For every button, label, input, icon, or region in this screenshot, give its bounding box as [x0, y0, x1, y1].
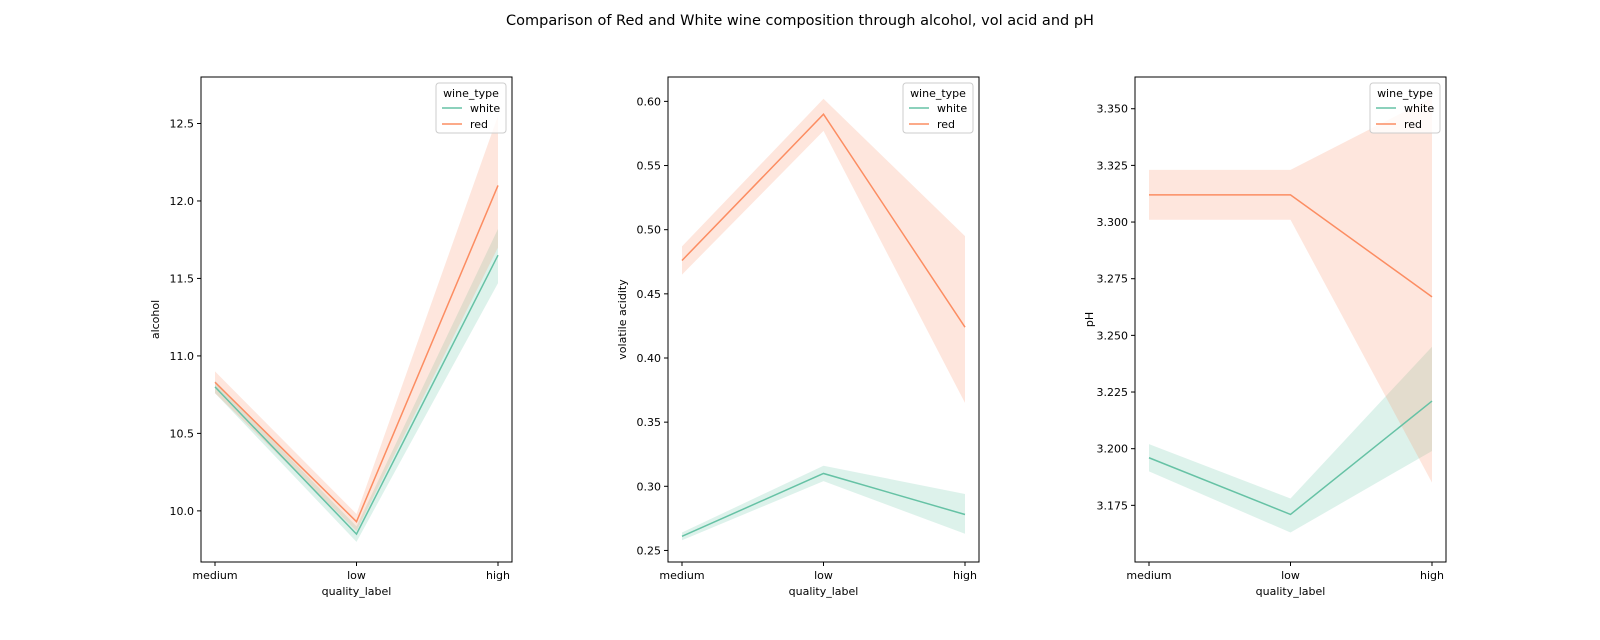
chart-panel-1: medium low high 10.0 10.5 11.0 11.5 12.0 12.5 qua…	[149, 76, 513, 598]
y-tick-label: 0.45	[637, 288, 662, 301]
y-tick-label: 3.250	[1097, 329, 1129, 342]
ci-band-red	[681, 98, 966, 403]
y-tick-label: 0.35	[637, 416, 662, 429]
y-tick-label: 3.300	[1097, 216, 1129, 229]
y-tick-label: 3.175	[1097, 499, 1129, 512]
series-line-white	[681, 472, 966, 538]
legend-title: wine_type	[1377, 87, 1433, 100]
y-tick-label: 0.25	[637, 544, 662, 557]
x-tick-label: high	[953, 569, 977, 582]
legend-entry-white: white	[1404, 102, 1434, 115]
x-axis-label: quality_label	[322, 585, 392, 598]
y-axis-label: pH	[1083, 312, 1096, 327]
x-tick-label: high	[1420, 569, 1444, 582]
chart-panel-3: medium low high 3.175 3.200 3.225 3.250 3.275 3.…	[1083, 76, 1447, 598]
y-axis-label: alcohol	[149, 300, 162, 339]
y-tick-label: 3.275	[1097, 273, 1129, 286]
legend-title: wine_type	[910, 87, 966, 100]
series-line-red	[214, 185, 499, 524]
y-tick-label: 0.60	[637, 95, 662, 108]
plot-area	[1148, 97, 1433, 533]
y-tick-label: 0.40	[637, 352, 662, 365]
y-tick-label: 10.5	[170, 427, 195, 440]
charts-area: medium low high 10.0 10.5 11.0 11.5 12.0 12.5 qua…	[149, 76, 1447, 598]
y-tick-label: 0.50	[637, 224, 662, 237]
x-tick-label: low	[814, 569, 833, 582]
y-axis-label: volatile acidity	[616, 279, 629, 360]
series-line-red	[1148, 194, 1433, 298]
series-line-red	[681, 113, 966, 328]
plot-area	[214, 115, 499, 542]
y-tick-label: 3.325	[1097, 159, 1129, 172]
ci-band-white	[214, 228, 499, 542]
chart-panel-2: medium low high 0.25 0.30 0.35 0.40 0.45 0.50 0.5…	[616, 76, 980, 598]
legend-entry-white: white	[937, 102, 967, 115]
legend-entry-red: red	[1404, 118, 1422, 131]
x-tick-label: high	[486, 569, 510, 582]
y-tick-label: 3.350	[1097, 103, 1129, 116]
figure-title: Comparison of Red and White wine composi…	[506, 13, 1094, 29]
y-tick-label: 3.200	[1097, 443, 1129, 456]
legend-title: wine_type	[443, 87, 499, 100]
legend-entry-red: red	[937, 118, 955, 131]
y-tick-label: 3.225	[1097, 386, 1129, 399]
y-tick-label: 12.0	[170, 195, 195, 208]
x-tick-label: low	[347, 569, 366, 582]
y-tick-label: 0.30	[637, 480, 662, 493]
ci-band-red	[214, 115, 499, 532]
legend-entry-white: white	[470, 102, 500, 115]
y-tick-label: 0.55	[637, 160, 662, 173]
legend-box	[1369, 82, 1441, 134]
ci-band-white	[681, 465, 966, 541]
x-tick-label: medium	[659, 569, 704, 582]
x-tick-label: medium	[192, 569, 237, 582]
y-tick-label: 10.0	[170, 505, 195, 518]
plot-area	[681, 98, 966, 541]
legend-box	[435, 82, 507, 134]
x-tick-label: medium	[1126, 569, 1171, 582]
series-line-white	[214, 254, 499, 536]
legend-entry-red: red	[470, 118, 488, 131]
y-tick-label: 11.0	[170, 350, 195, 363]
y-tick-label: 11.5	[170, 272, 195, 285]
series-line-white	[1148, 400, 1433, 516]
x-tick-label: low	[1281, 569, 1300, 582]
ci-band-red	[1148, 97, 1433, 483]
x-axis-label: quality_label	[1256, 585, 1326, 598]
x-axis-label: quality_label	[789, 585, 859, 598]
legend-box	[902, 82, 974, 134]
y-tick-label: 12.5	[170, 117, 195, 130]
